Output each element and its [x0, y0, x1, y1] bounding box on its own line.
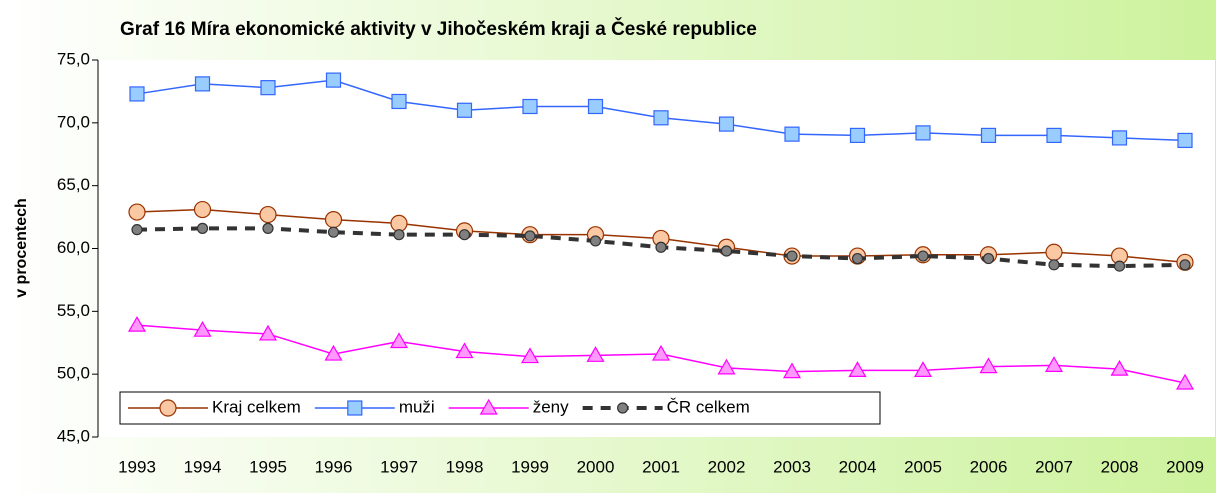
x-tick-label: 2000 [577, 457, 615, 476]
marker [259, 205, 277, 224]
legend-label: ČR celkem [667, 397, 750, 416]
marker [587, 98, 604, 115]
legend-label: Kraj celkem [212, 397, 301, 416]
marker [390, 214, 408, 232]
marker [258, 324, 278, 341]
marker [784, 126, 800, 142]
x-tick-label: 1993 [118, 457, 156, 476]
x-tick-label: 1996 [315, 457, 353, 476]
marker [651, 344, 671, 361]
y-tick-label: 55,0 [57, 301, 90, 320]
marker [131, 224, 143, 236]
y-tick-label: 50,0 [57, 364, 90, 383]
x-tick-label: 1995 [249, 457, 287, 476]
marker [262, 222, 274, 234]
y-axis-label: v procentech [13, 198, 30, 298]
marker [653, 110, 669, 126]
x-tick-label: 2002 [708, 457, 746, 476]
marker [786, 250, 798, 262]
marker [848, 361, 867, 377]
marker [1046, 127, 1062, 143]
x-tick-label: 1997 [380, 457, 418, 476]
marker [1177, 132, 1193, 149]
marker [127, 315, 147, 332]
marker [1044, 356, 1064, 372]
marker [980, 127, 997, 143]
marker [1111, 130, 1128, 146]
y-tick-label: 65,0 [57, 175, 90, 194]
marker [982, 252, 995, 265]
marker [782, 362, 802, 379]
marker [720, 245, 733, 257]
x-tick-label: 2003 [773, 457, 811, 476]
marker [260, 80, 276, 96]
marker [586, 346, 605, 362]
x-tick-label: 1994 [184, 457, 222, 476]
marker [520, 347, 540, 364]
legend: Kraj celkem muži ženy ČR celkem [119, 391, 881, 425]
marker [913, 361, 933, 377]
marker [589, 235, 602, 247]
chart-title: Graf 16 Míra ekonomické aktivity v Jihoč… [120, 18, 757, 40]
marker [1110, 359, 1129, 376]
marker [522, 98, 538, 115]
x-tick-label: 1998 [446, 457, 484, 476]
marker [389, 332, 409, 349]
marker [718, 116, 735, 132]
marker [1175, 373, 1195, 390]
marker [717, 358, 736, 375]
x-tick-label: 2004 [839, 457, 877, 476]
y-tick-label: 75,0 [57, 49, 90, 68]
marker [458, 229, 471, 241]
y-tick-label: 60,0 [57, 238, 90, 257]
marker [193, 320, 212, 337]
marker [979, 357, 998, 374]
marker [1179, 259, 1191, 271]
marker [327, 226, 340, 238]
marker [456, 102, 473, 118]
marker [1045, 243, 1063, 261]
x-tick-label: 2001 [642, 457, 680, 476]
legend-label: ženy [533, 397, 569, 416]
marker [655, 241, 667, 253]
marker [915, 125, 931, 141]
marker [1048, 259, 1060, 271]
marker [128, 203, 146, 221]
marker [455, 342, 474, 359]
y-tick-label: 70,0 [57, 112, 90, 131]
marker [347, 400, 363, 416]
marker [325, 72, 342, 88]
marker [1113, 260, 1126, 272]
x-tick-label: 2005 [904, 457, 942, 476]
marker [479, 398, 498, 415]
marker [524, 230, 536, 242]
marker [617, 402, 629, 414]
marker [917, 250, 929, 262]
marker [159, 399, 177, 417]
marker [324, 210, 343, 229]
marker [391, 93, 407, 110]
marker [129, 86, 145, 102]
marker [324, 344, 343, 361]
x-tick-label: 2008 [1101, 457, 1139, 476]
x-tick-label: 2009 [1166, 457, 1204, 476]
x-tick-label: 2007 [1035, 457, 1073, 476]
marker [851, 252, 864, 265]
marker [393, 229, 405, 241]
marker [193, 200, 212, 219]
x-tick-label: 1999 [511, 457, 549, 476]
marker [849, 127, 866, 143]
x-tick-label: 2006 [970, 457, 1008, 476]
marker [196, 222, 209, 234]
legend-label: muži [399, 397, 435, 416]
marker [194, 76, 211, 92]
y-tick-label: 45,0 [57, 426, 90, 445]
